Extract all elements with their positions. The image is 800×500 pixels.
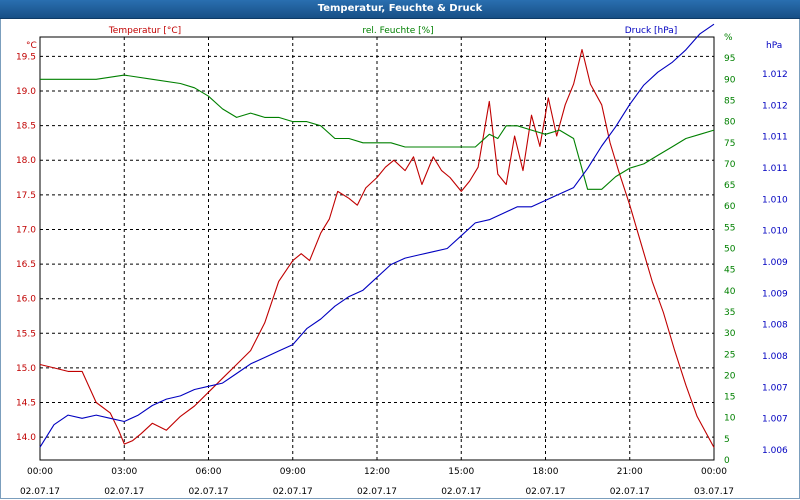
- x-tick-date: 02.07.17: [525, 487, 565, 497]
- middle-tick-label: 75: [724, 139, 735, 149]
- x-tick-time: 21:00: [617, 467, 643, 477]
- right-tick-label: 1.012: [762, 101, 788, 111]
- left-tick-label: 17.5: [16, 191, 36, 201]
- humidity-line: [40, 74, 715, 190]
- right-tick-label: 1.007: [762, 415, 788, 425]
- left-tick-label: 14.0: [16, 433, 36, 443]
- left-tick-label: 18.0: [16, 156, 36, 166]
- right-tick-label: 1.008: [762, 352, 788, 362]
- x-tick-time: 09:00: [280, 467, 306, 477]
- left-tick-label: 16.5: [16, 260, 36, 270]
- left-tick-label: 15.5: [16, 329, 36, 339]
- series-label-temperature: Temperatur [°C]: [108, 26, 181, 36]
- x-tick-date: 02.07.17: [610, 487, 650, 497]
- middle-tick-label: 65: [724, 181, 735, 191]
- x-tick-time: 00:00: [27, 467, 53, 477]
- middle-tick-label: 85: [724, 96, 735, 106]
- right-tick-label: 1.011: [762, 164, 788, 174]
- x-tick-time: 15:00: [448, 467, 474, 477]
- right-tick-label: 1.009: [762, 258, 788, 268]
- middle-tick-label: 55: [724, 223, 735, 233]
- middle-tick-label: 80: [724, 118, 736, 128]
- middle-tick-label: 25: [724, 350, 735, 360]
- right-tick-label: 1.006: [762, 446, 788, 456]
- right-tick-label: 1.007: [762, 383, 788, 393]
- x-tick-time: 03:00: [111, 467, 137, 477]
- x-tick-date: 02.07.17: [441, 487, 481, 497]
- series-label-pressure: Druck [hPa]: [625, 26, 678, 36]
- x-tick-date: 02.07.17: [357, 487, 397, 497]
- middle-tick-label: 45: [724, 266, 735, 276]
- left-axis-temperature: °C 14.0 14.5 15.0 15.5 16.0 16.5 17.0 17.5 18.0 1…: [16, 41, 37, 443]
- left-tick-label: 17.0: [16, 225, 36, 235]
- temperature-line: [39, 48, 715, 448]
- middle-tick-label: 30: [724, 329, 736, 339]
- middle-tick-label: 35: [724, 308, 735, 318]
- right-tick-label: 1.010: [762, 195, 788, 205]
- right-tick-label: 1.010: [762, 227, 788, 237]
- x-tick-time: 00:00: [701, 467, 727, 477]
- middle-tick-label: 20: [724, 371, 736, 381]
- x-tick-date: 02.07.17: [20, 487, 60, 497]
- left-tick-label: 16.0: [16, 295, 36, 305]
- x-tick-date: 02.07.17: [104, 487, 144, 497]
- middle-tick-label: %: [724, 33, 733, 43]
- middle-tick-label: 40: [724, 287, 736, 297]
- window-title: Temperatur, Feuchte & Druck: [0, 0, 800, 19]
- middle-tick-label: 50: [724, 245, 736, 255]
- right-tick-label: 1.012: [762, 70, 788, 80]
- middle-tick-label: 10: [724, 414, 736, 424]
- left-axis-unit: °C: [26, 41, 37, 51]
- right-tick-label: 1.009: [762, 289, 788, 299]
- left-tick-label: 15.0: [16, 364, 36, 374]
- left-tick-label: 18.5: [16, 122, 36, 132]
- x-tick-date: 02.07.17: [273, 487, 313, 497]
- right-tick-label: 1.011: [762, 133, 788, 143]
- middle-tick-label: 60: [724, 202, 736, 212]
- series-label-humidity: rel. Feuchte [%]: [362, 26, 433, 36]
- middle-tick-label: 95: [724, 54, 735, 64]
- x-tick-time: 12:00: [364, 467, 390, 477]
- middle-tick-label: 0: [724, 456, 730, 466]
- grid-lines: [39, 36, 715, 461]
- left-tick-label: 19.5: [16, 52, 36, 62]
- x-tick-time: 06:00: [196, 467, 222, 477]
- x-tick-date: 03.07.17: [694, 487, 734, 497]
- right-axis-unit: hPa: [766, 41, 782, 51]
- x-tick-date: 02.07.17: [188, 487, 228, 497]
- middle-tick-label: 5: [724, 435, 730, 445]
- middle-tick-label: 90: [724, 75, 736, 85]
- left-tick-label: 14.5: [16, 399, 36, 409]
- right-axis-pressure: hPa 1.006 1.007 1.007 1.008 1.008 1.009 1.009 1…: [762, 41, 788, 456]
- left-tick-label: 19.0: [16, 87, 36, 97]
- x-axis: 00:00 02.07.17 03:00 02.07.17 06:00 02.07.17 0…: [20, 467, 734, 497]
- plot-lines: [39, 23, 715, 448]
- middle-tick-label: 15: [724, 393, 735, 403]
- x-tick-time: 18:00: [533, 467, 559, 477]
- middle-axis-humidity: 0 5 10 15 20 25 30 35 40 45 50 55 60 65 70 75 80 85 90 95%: [724, 33, 736, 466]
- right-tick-label: 1.008: [762, 321, 788, 331]
- middle-tick-label: 70: [724, 160, 736, 170]
- pressure-line: [39, 23, 715, 448]
